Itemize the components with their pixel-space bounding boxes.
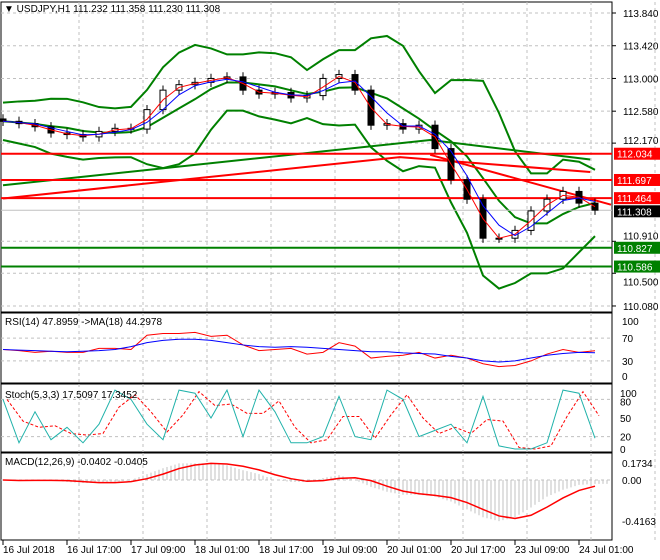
resistance-price-label: 112.034 <box>617 150 653 161</box>
time-tick-label: 17 Jul 09:00 <box>131 545 186 556</box>
price-label-bg <box>614 260 660 273</box>
panel-border <box>0 383 613 453</box>
support-price-label: 110.586 <box>617 263 653 274</box>
resistance-price-label: 111.697 <box>617 176 652 187</box>
stoch-k-line <box>2 388 596 450</box>
stoch-tick-label: 0 <box>620 445 626 456</box>
ma-mid <box>2 78 596 237</box>
time-tick-label: 19 Jul 09:00 <box>323 545 378 556</box>
rsi-tick-label: 0 <box>622 372 628 383</box>
stoch-tick-label: 20 <box>620 433 632 444</box>
stoch-tick-label: 100 <box>620 389 637 400</box>
price-tick-label: 110.500 <box>623 277 659 288</box>
price-tick-label: 112.580 <box>623 107 659 118</box>
stoch-tick-label: 80 <box>620 397 632 408</box>
rsi-tick-label: 70 <box>622 334 634 345</box>
rsi-title: RSI(14) 47.8959 ->MA(18) 44.2978 <box>5 317 162 328</box>
time-tick-label: 23 Jul 09:00 <box>515 545 570 556</box>
bollinger-lower <box>2 109 596 290</box>
macd-title: MACD(12,26,9) -0.0402 -0.0405 <box>5 457 148 468</box>
long-ma-green <box>2 139 591 187</box>
time-tick-label: 20 Jul 17:00 <box>451 545 506 556</box>
time-tick-label: 18 Jul 01:00 <box>195 545 250 556</box>
price-tick-label: 113.420 <box>623 42 659 53</box>
macd-tick-label: 0.1734 <box>622 459 653 470</box>
time-tick-label: 24 Jul 01:00 <box>579 545 634 556</box>
macd-signal-line <box>2 462 596 520</box>
time-tick-label: 20 Jul 01:00 <box>387 545 442 556</box>
candle <box>0 118 7 122</box>
resistance-price-label: 111.464 <box>617 194 652 205</box>
rsi-tick-label: 30 <box>622 357 634 368</box>
time-tick-label: 16 Jul 17:00 <box>67 545 122 556</box>
stoch-tick-label: 50 <box>620 414 632 425</box>
price-tick-label: 110.910 <box>623 231 659 242</box>
time-tick-label: 18 Jul 17:00 <box>259 545 314 556</box>
macd-tick-label: 0.00 <box>622 476 642 487</box>
panel-border <box>0 1 613 313</box>
support-price-label: 110.827 <box>617 244 653 255</box>
price-label-bg <box>614 241 660 254</box>
panel-border <box>0 452 613 541</box>
price-label-bg <box>614 192 660 205</box>
time-tick-label: 16 Jul 2018 <box>3 545 55 556</box>
ma-fast <box>2 75 596 239</box>
bollinger-upper <box>2 34 596 175</box>
long-ma-red <box>2 156 591 200</box>
macd-tick-label: -0.4163 <box>622 517 656 528</box>
rsi-tick-label: 100 <box>622 317 639 328</box>
price-tick-label: 110.080 <box>623 302 659 313</box>
price-label-bg <box>614 205 660 218</box>
panel-border <box>0 312 613 384</box>
stoch-title: Stoch(5,3,3) 17.5097 17.3452 <box>5 390 138 401</box>
current-price-label: 111.308 <box>617 207 652 218</box>
price-tick-label: 112.170 <box>623 136 659 147</box>
price-tick-label: 113.000 <box>623 74 659 85</box>
price-label-bg <box>614 147 660 160</box>
rsi-ma-line <box>2 338 596 363</box>
price-label-bg <box>614 173 660 186</box>
price-tick-label: 113.840 <box>623 9 659 20</box>
stoch-d-line <box>6 390 600 450</box>
chart-title: ▼ USDJPY,H1 111.232 111.358 111.230 111.… <box>4 4 221 15</box>
rsi-line <box>2 331 596 368</box>
